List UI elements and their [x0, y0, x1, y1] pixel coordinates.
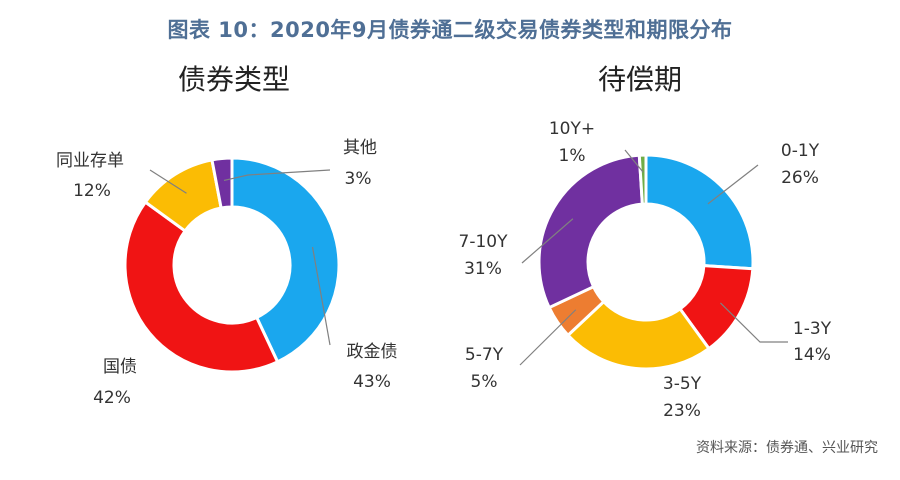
leader-line — [707, 164, 759, 205]
leader-line — [311, 246, 331, 346]
chart-title-bond-type: 债券类型 — [178, 63, 291, 96]
slice-value-label: 23% — [663, 401, 701, 421]
leader-line — [149, 169, 187, 194]
leader-line — [519, 309, 577, 366]
slice-value-label: 1% — [559, 146, 586, 166]
slice-label: 10Y+ — [549, 119, 595, 139]
slice-value-label: 14% — [793, 345, 831, 365]
slice-value-label: 12% — [73, 181, 111, 201]
slice-value-label: 31% — [464, 259, 502, 279]
donut-slice-7-10Y — [537, 153, 644, 310]
donut-slice-政金债 — [230, 156, 341, 364]
slice-label: 政金债 — [347, 342, 398, 362]
leader-line — [521, 218, 574, 264]
slice-label: 同业存单 — [56, 151, 124, 171]
slice-label: 7-10Y — [459, 232, 509, 252]
donut-slice-国债 — [123, 200, 280, 374]
leader-line — [624, 149, 644, 173]
slice-label: 国债 — [103, 357, 137, 377]
slice-value-label: 3% — [345, 169, 372, 189]
donut-slice-0-1Y — [644, 153, 755, 271]
slice-value-label: 5% — [471, 372, 498, 392]
donut-slice-其他 — [210, 156, 234, 210]
figure-title: 图表 10：2020年9月债券通二级交易债券类型和期限分布 — [167, 18, 733, 42]
slice-label: 5-7Y — [465, 345, 504, 365]
leader-line — [720, 302, 788, 343]
slice-value-label: 42% — [93, 388, 131, 408]
chart-title-maturity: 待偿期 — [598, 63, 683, 96]
slice-value-label: 26% — [781, 168, 819, 188]
leader-line — [223, 169, 331, 182]
donut-slice-10Y+ — [637, 153, 648, 206]
slice-label: 1-3Y — [793, 319, 832, 339]
slice-label: 3-5Y — [663, 374, 702, 394]
source-note: 资料来源：债券通、兴业研究 — [696, 440, 878, 456]
slice-label: 其他 — [343, 138, 377, 158]
slice-value-label: 43% — [353, 372, 391, 392]
slice-label: 0-1Y — [781, 141, 820, 161]
